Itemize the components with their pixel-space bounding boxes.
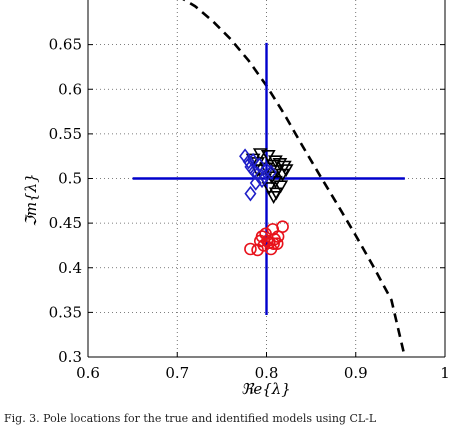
diamond-point bbox=[256, 172, 269, 189]
y-tick-label: 0.65 bbox=[49, 36, 82, 54]
circle-series bbox=[244, 220, 289, 257]
x-tick-label: 0.6 bbox=[76, 364, 100, 382]
diamond-point bbox=[249, 175, 262, 191]
triangle-point bbox=[273, 180, 289, 194]
triangle-point bbox=[272, 158, 288, 171]
y-tick-label: 0.45 bbox=[49, 214, 82, 232]
circle-point bbox=[270, 237, 284, 250]
y-tick-label: 0.4 bbox=[58, 259, 82, 277]
y-tick-label: 0.3 bbox=[58, 348, 82, 366]
circle-point bbox=[251, 243, 264, 257]
x-tick-label: 0.8 bbox=[255, 364, 279, 382]
x-axis-label: ℜe{λ} bbox=[241, 380, 291, 398]
y-tick-label: 0.35 bbox=[49, 303, 82, 321]
triangle-point bbox=[278, 164, 294, 178]
diamond-point bbox=[247, 163, 261, 180]
diamond-series bbox=[239, 148, 277, 202]
y-tick-label: 0.55 bbox=[49, 125, 82, 143]
x-tick-label: 0.9 bbox=[344, 364, 368, 382]
y-tick-label: 0.5 bbox=[58, 170, 82, 188]
y-axis-label: ℑm{λ} bbox=[22, 173, 40, 226]
tick-labels: 0.6 0.7 0.8 0.9 1 0.3 0.35 0.4 0.45 0.5 0.55 0.6 0.6… bbox=[49, 36, 450, 382]
x-tick-label: 1 bbox=[440, 364, 450, 382]
ticks bbox=[87, 44, 446, 358]
diamond-point bbox=[244, 185, 257, 202]
circle-point bbox=[267, 237, 280, 250]
diamond-point bbox=[264, 164, 277, 181]
figure-caption: Fig. 3. Pole locations for the true and … bbox=[4, 412, 377, 425]
plot-area bbox=[132, 0, 407, 357]
boundary-curve bbox=[182, 0, 407, 357]
x-tick-label: 0.7 bbox=[165, 364, 189, 382]
triangle-point bbox=[266, 191, 282, 204]
circle-point bbox=[244, 242, 257, 256]
y-tick-label: 0.6 bbox=[58, 80, 82, 98]
diamond-point bbox=[242, 153, 255, 170]
chart: 0.6 0.7 0.8 0.9 1 0.3 0.35 0.4 0.45 0.5 0.55 0.6 0.6… bbox=[22, 0, 450, 398]
circle-point bbox=[253, 234, 267, 248]
